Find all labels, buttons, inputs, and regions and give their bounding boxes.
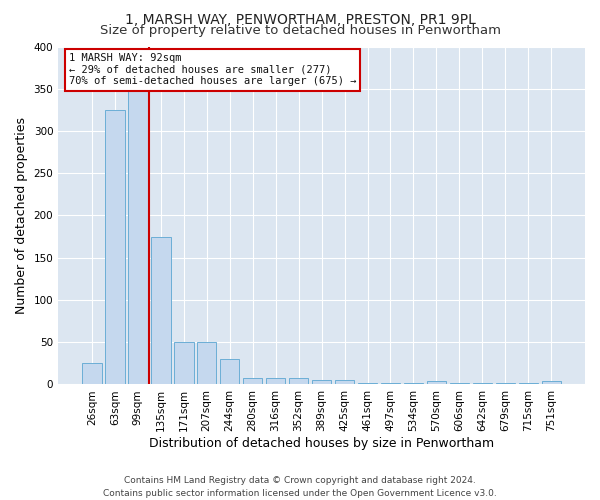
Text: 1, MARSH WAY, PENWORTHAM, PRESTON, PR1 9PL: 1, MARSH WAY, PENWORTHAM, PRESTON, PR1 9… — [125, 12, 475, 26]
Y-axis label: Number of detached properties: Number of detached properties — [15, 117, 28, 314]
X-axis label: Distribution of detached houses by size in Penwortham: Distribution of detached houses by size … — [149, 437, 494, 450]
Bar — [174, 342, 194, 384]
Bar — [358, 383, 377, 384]
Text: 1 MARSH WAY: 92sqm
← 29% of detached houses are smaller (277)
70% of semi-detach: 1 MARSH WAY: 92sqm ← 29% of detached hou… — [69, 54, 356, 86]
Bar — [335, 380, 355, 384]
Bar — [542, 381, 561, 384]
Bar — [289, 378, 308, 384]
Text: Size of property relative to detached houses in Penwortham: Size of property relative to detached ho… — [100, 24, 500, 37]
Bar — [243, 378, 262, 384]
Bar — [427, 381, 446, 384]
Bar — [312, 380, 331, 384]
Text: Contains HM Land Registry data © Crown copyright and database right 2024.
Contai: Contains HM Land Registry data © Crown c… — [103, 476, 497, 498]
Bar — [449, 383, 469, 384]
Bar — [496, 383, 515, 384]
Bar — [473, 383, 492, 384]
Bar — [220, 359, 239, 384]
Bar — [82, 364, 101, 384]
Bar — [266, 378, 286, 384]
Bar — [105, 110, 125, 384]
Bar — [381, 383, 400, 384]
Bar — [404, 383, 423, 384]
Bar — [518, 383, 538, 384]
Bar — [197, 342, 217, 384]
Bar — [151, 236, 170, 384]
Bar — [128, 80, 148, 384]
